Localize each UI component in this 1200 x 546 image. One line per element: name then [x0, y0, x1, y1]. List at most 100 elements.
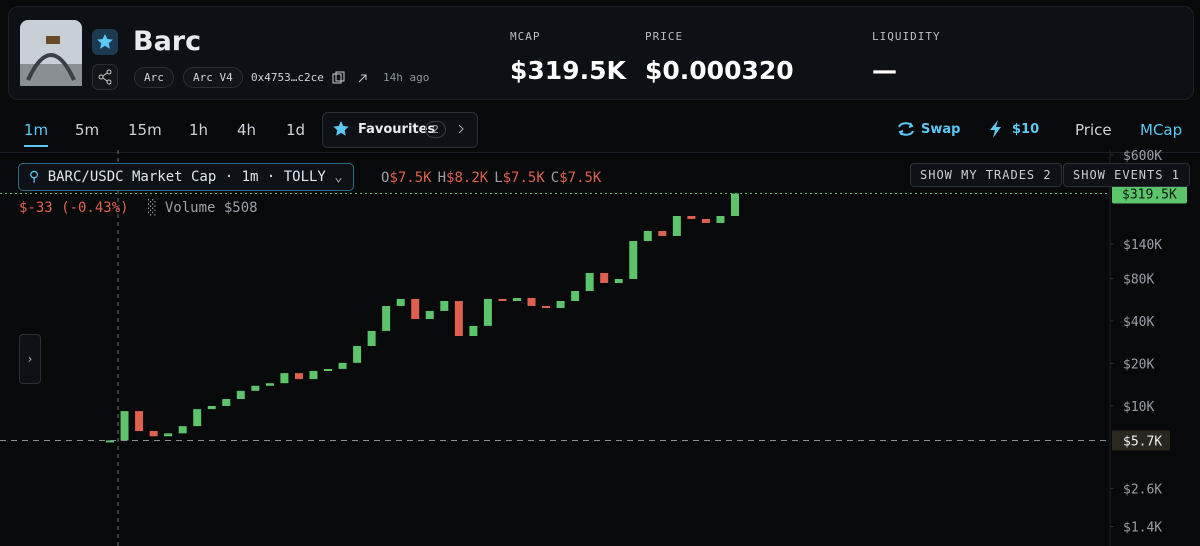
candle: [571, 291, 580, 301]
candle: [207, 405, 216, 410]
y-tick-label: $600K: [1123, 150, 1162, 164]
favourites-button[interactable]: [322, 112, 478, 148]
interval[interactable]: 4h: [237, 121, 257, 139]
mode[interactable]: MCap: [1140, 121, 1183, 139]
candle: [120, 411, 129, 441]
swap-icon: [898, 122, 914, 136]
ohlc-value: $8.2K: [446, 170, 489, 186]
candle: [106, 440, 114, 443]
candle: [585, 272, 594, 292]
ohlc-value: $7.5K: [559, 170, 602, 186]
candle: [512, 297, 521, 301]
candle: [178, 426, 187, 434]
button-label: SHOW EVENTS: [1073, 168, 1164, 182]
candle: [629, 240, 638, 280]
interval[interactable]: 1h: [189, 121, 209, 139]
ohlc-key: L: [494, 170, 503, 186]
candle: [251, 385, 260, 391]
ohlc-value: $7.5K: [502, 170, 545, 186]
candle: [556, 300, 565, 309]
candle: [498, 298, 507, 301]
stat-label: PRICE: [645, 30, 684, 43]
interval[interactable]: 15m: [128, 121, 162, 139]
amount-button[interactable]: $10: [1012, 122, 1040, 137]
last-price-label: $319.5K: [1122, 188, 1177, 203]
favourite-button[interactable]: [92, 29, 118, 55]
y-tick-label: $140K: [1123, 238, 1162, 253]
volume-text: Volume $508: [164, 200, 258, 216]
share-button[interactable]: [92, 64, 118, 90]
chart: $600K $140K $80K $40K $20K $10K $2.6K $1.4K $5.7…: [0, 150, 1187, 546]
token-title: Barc: [133, 26, 202, 57]
candle: [193, 409, 202, 427]
ohlc-value: $7.5K: [389, 170, 432, 186]
y-tick-label: $20K: [1123, 357, 1154, 372]
address[interactable]: 0x4753…c2ce: [251, 71, 324, 84]
button-count: 2: [1043, 168, 1052, 182]
candle: [701, 218, 710, 223]
star-icon: [333, 121, 349, 136]
mode[interactable]: Price: [1075, 121, 1112, 139]
candle: [687, 215, 696, 219]
volume: ░ Volume $508: [148, 200, 258, 216]
address-icons[interactable]: [332, 71, 372, 85]
price-line-label: $5.7K: [1123, 434, 1162, 449]
candle: [542, 305, 551, 309]
candle: [367, 330, 376, 346]
candle: [353, 345, 362, 363]
candle: [643, 230, 652, 241]
candle: [324, 368, 333, 371]
candle: [425, 310, 434, 320]
candle: [658, 230, 667, 236]
change: $-33 (-0.43%): [19, 200, 129, 216]
stat-label: LIQUIDITY: [872, 30, 941, 43]
y-tick-label: $1.4K: [1123, 521, 1162, 536]
candle: [309, 370, 318, 380]
y-tick-label: $40K: [1123, 315, 1154, 330]
candle: [265, 383, 274, 386]
candle: [454, 300, 463, 337]
candle: [614, 279, 623, 283]
candle: [164, 433, 173, 437]
show-trades-button[interactable]: SHOW MY TRADES 2: [910, 163, 1062, 187]
candle: [382, 305, 391, 331]
candle: [716, 215, 725, 223]
interval[interactable]: 1m: [24, 121, 49, 147]
candle: [483, 298, 492, 326]
candle: [294, 373, 303, 380]
candle: [222, 399, 231, 406]
ohlc-key: C: [550, 170, 560, 186]
candle: [411, 298, 420, 320]
interval[interactable]: 1d: [286, 121, 306, 139]
interval[interactable]: 5m: [75, 121, 100, 139]
symbol-selector[interactable]: ⚲ BARC/USDC Market Cap · 1m · TOLLY ⌄: [18, 163, 354, 191]
show-events-button[interactable]: SHOW EVENTS 1: [1063, 163, 1190, 187]
last-price-box: [1112, 183, 1187, 204]
candle: [672, 215, 681, 236]
candle: [149, 430, 158, 437]
y-tick-label: $2.6K: [1123, 483, 1162, 498]
tag[interactable]: Arc V4: [183, 67, 243, 88]
stat-value: $319.5K: [510, 56, 626, 85]
bolt-icon: [990, 120, 1001, 138]
button-label: SHOW MY TRADES: [920, 168, 1036, 182]
candle: [280, 373, 289, 384]
symbol: BARC/USDC Market Cap · 1m · TOLLY: [47, 169, 326, 185]
stat-label: MCAP: [510, 30, 541, 43]
swap-button[interactable]: Swap: [921, 122, 961, 137]
candle: [135, 411, 144, 431]
candle: [469, 325, 478, 337]
tag[interactable]: Arc: [134, 67, 174, 88]
candle: [527, 297, 536, 306]
chevron: [458, 124, 464, 134]
collapse-button[interactable]: ›: [19, 334, 41, 384]
candle: [731, 193, 739, 216]
y-tick-label: $10K: [1123, 400, 1154, 415]
favourites-count: 2: [425, 121, 446, 138]
y-tick-label: $80K: [1123, 272, 1154, 287]
stat-value: —: [872, 56, 897, 85]
age: 14h ago: [383, 71, 430, 84]
stat-value: $0.000320: [645, 56, 794, 85]
favourites-label: Favourites: [358, 122, 436, 137]
